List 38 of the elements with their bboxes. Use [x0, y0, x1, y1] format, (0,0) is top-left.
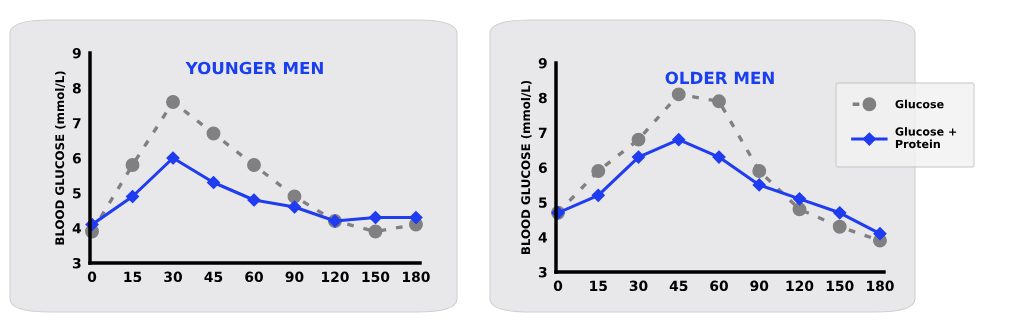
x-tick-label: 150 [826, 280, 854, 292]
chart-title: OLDER MEN [665, 71, 774, 85]
x-tick-label: 120 [322, 271, 349, 283]
y-tick-label: 5 [539, 197, 547, 208]
y-tick-label: 9 [72, 47, 81, 59]
x-tick-label: 0 [553, 280, 563, 292]
x-tick-label: 90 [750, 280, 769, 292]
x-tick-label: 30 [164, 271, 183, 283]
y-tick-label: 4 [72, 223, 82, 234]
y-tick-label: 9 [538, 57, 547, 69]
y-tick-label: 8 [72, 82, 81, 94]
y-tick-label: 7 [538, 127, 547, 138]
y-tick-label: 6 [72, 152, 81, 164]
y-axis-title: BLOOD GLUCOSE (mmol/L) [55, 71, 66, 245]
y-tick-label: 5 [73, 188, 81, 199]
legend-label: Glucose + Protein [895, 127, 957, 149]
x-tick-label: 90 [285, 271, 304, 283]
y-tick-label: 3 [72, 257, 81, 269]
y-tick-label: 3 [538, 266, 547, 278]
x-tick-label: 15 [590, 280, 607, 292]
x-tick-label: 60 [245, 271, 263, 283]
x-tick-label: 60 [710, 280, 728, 292]
x-tick-label: 150 [362, 271, 390, 283]
x-tick-label: 180 [403, 271, 430, 283]
x-tick-label: 0 [87, 271, 97, 283]
x-tick-label: 120 [786, 280, 814, 292]
y-tick-label: 6 [538, 162, 547, 173]
chart-title: YOUNGER MEN [185, 61, 323, 75]
y-tick-label: 8 [538, 92, 547, 104]
x-tick-label: 45 [204, 271, 223, 283]
x-tick-label: 15 [124, 271, 142, 283]
y-axis-title: BLOOD GLUCOSE (mmol/L) [521, 80, 532, 255]
x-tick-label: 180 [867, 280, 894, 292]
y-tick-label: 7 [72, 118, 81, 129]
x-tick-label: 45 [669, 280, 688, 292]
x-tick-label: 30 [629, 280, 648, 292]
y-tick-label: 4 [538, 232, 548, 243]
legend-label: Glucose [895, 99, 944, 109]
